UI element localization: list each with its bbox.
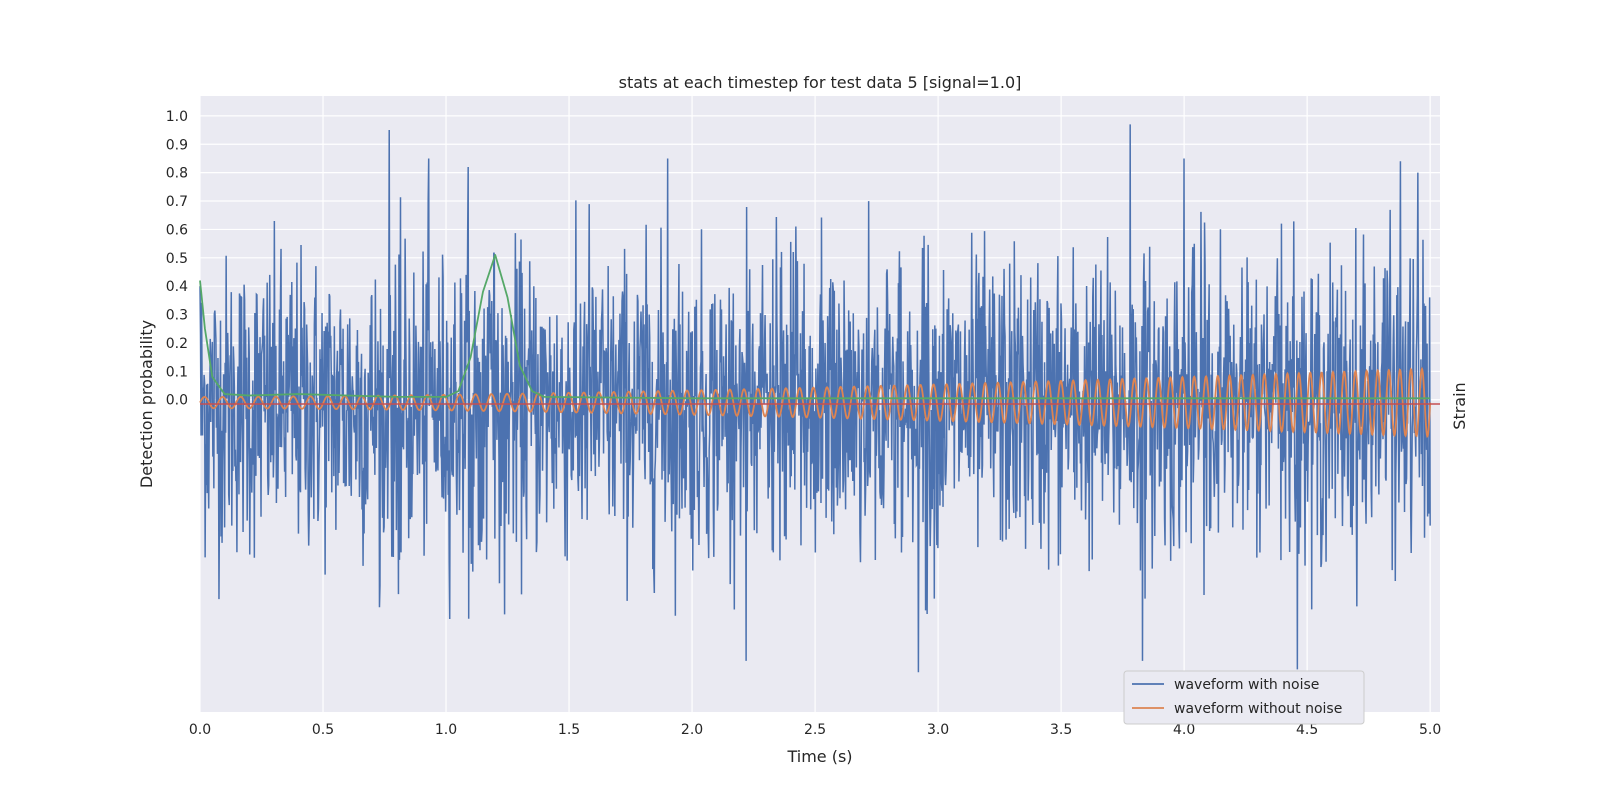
x-tick-label: 1.5 <box>558 722 580 738</box>
y-tick-label: 0.2 <box>166 336 188 352</box>
y-axis-label-left: Detection probability <box>137 320 156 488</box>
series-layer <box>199 124 1440 673</box>
legend: waveform with noise waveform without noi… <box>1123 670 1365 725</box>
y-tick-label: 1.0 <box>166 109 188 125</box>
x-tick-label: 3.0 <box>927 722 949 738</box>
series-waveform-with-noise <box>199 124 1431 673</box>
y-tick-label: 0.5 <box>166 251 188 267</box>
y-tick-label: 0.8 <box>166 166 188 182</box>
y-tick-label: 0.4 <box>166 279 188 295</box>
y-axis-label-right: Strain <box>1450 382 1469 429</box>
y-tick-label: 0.7 <box>166 194 188 210</box>
y-tick-label: 0.1 <box>166 364 188 380</box>
y-tick-label: 0.0 <box>166 393 188 409</box>
x-tick-labels: 0.0 0.5 1.0 1.5 2.0 2.5 3.0 3.5 4.0 4.5 5.0 <box>189 722 1441 738</box>
chart-title: stats at each timestep for test data 5 [… <box>619 73 1022 92</box>
x-tick-label: 2.0 <box>681 722 703 738</box>
y-tick-label: 0.3 <box>166 308 188 324</box>
legend-box <box>1123 670 1365 725</box>
x-tick-label: 1.0 <box>435 722 457 738</box>
legend-label-clean: waveform without noise <box>1174 701 1342 717</box>
x-tick-label: 4.0 <box>1173 722 1195 738</box>
x-axis-label: Time (s) <box>786 747 852 766</box>
x-tick-label: 0.0 <box>189 722 211 738</box>
series-detection-probability <box>199 254 1431 400</box>
y-tick-labels: 0.0 0.1 0.2 0.3 0.4 0.5 0.6 0.7 0.8 0.9 1.0 <box>166 109 188 409</box>
x-tick-label: 3.5 <box>1050 722 1072 738</box>
x-tick-label: 5.0 <box>1419 722 1441 738</box>
series-waveform-without-noise <box>199 366 1432 438</box>
legend-label-noise: waveform with noise <box>1174 677 1319 693</box>
y-tick-label: 0.9 <box>166 137 188 153</box>
x-tick-label: 2.5 <box>804 722 826 738</box>
y-tick-label: 0.6 <box>166 222 188 238</box>
x-tick-label: 4.5 <box>1296 722 1318 738</box>
x-tick-label: 0.5 <box>312 722 334 738</box>
